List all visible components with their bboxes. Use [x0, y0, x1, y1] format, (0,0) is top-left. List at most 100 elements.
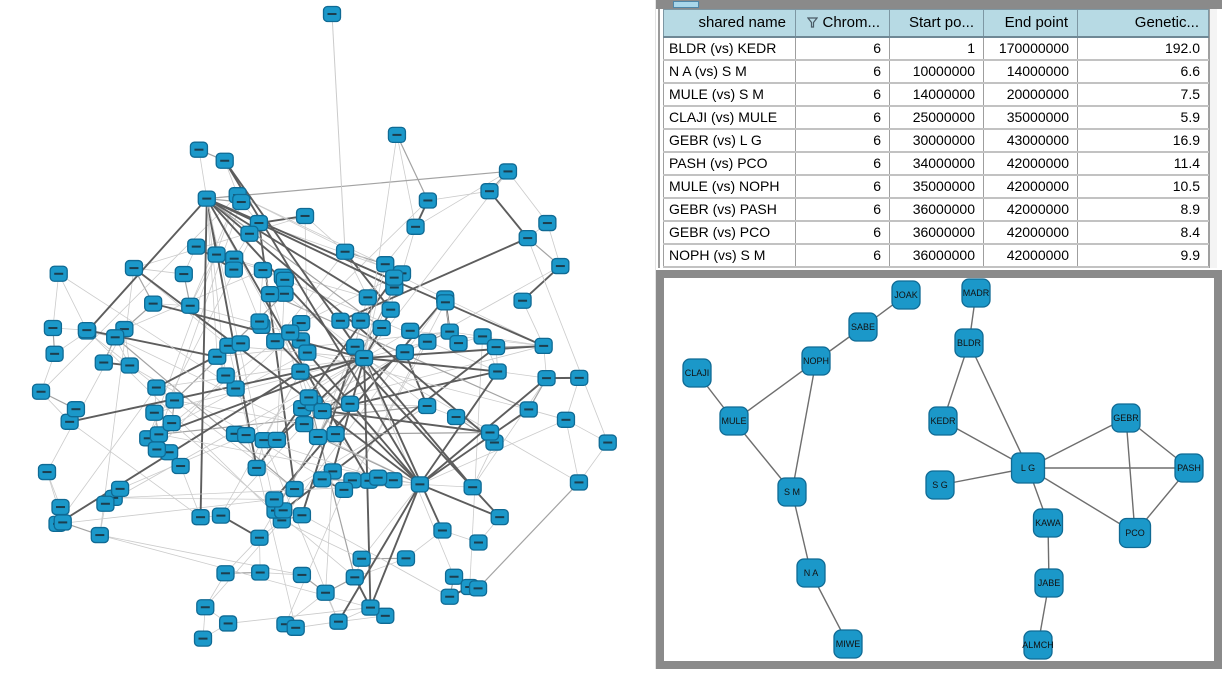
- network-node[interactable]: [292, 364, 309, 379]
- network-edge[interactable]: [428, 191, 490, 200]
- network-node[interactable]: [470, 535, 487, 550]
- network-node[interactable]: [520, 402, 537, 417]
- column-header-end-point[interactable]: End point: [984, 10, 1078, 37]
- table-cell[interactable]: 8.9: [1078, 198, 1209, 221]
- network-node[interactable]: [386, 270, 403, 285]
- network-node[interactable]: [91, 528, 108, 543]
- network-node[interactable]: [163, 416, 180, 431]
- table-cell[interactable]: 42000000: [984, 221, 1078, 244]
- network-node[interactable]: [437, 295, 454, 310]
- network-node-GEBR[interactable]: GEBR: [1112, 404, 1140, 432]
- table-cell[interactable]: 6: [796, 244, 890, 267]
- network-node[interactable]: [125, 261, 142, 276]
- table-cell[interactable]: 42000000: [984, 198, 1078, 221]
- network-node-SG[interactable]: S G: [926, 471, 954, 499]
- table-cell[interactable]: NOPH (vs) S M: [664, 244, 796, 267]
- large-network-canvas[interactable]: [0, 0, 656, 669]
- network-edge[interactable]: [336, 433, 490, 435]
- network-node[interactable]: [324, 7, 341, 22]
- network-node[interactable]: [95, 355, 112, 370]
- network-node[interactable]: [352, 313, 369, 328]
- network-node[interactable]: [252, 565, 269, 580]
- network-node[interactable]: [441, 589, 458, 604]
- network-node-CLAJI[interactable]: CLAJI: [683, 359, 711, 387]
- table-cell[interactable]: 10.5: [1078, 175, 1209, 198]
- network-node[interactable]: [172, 459, 189, 474]
- table-cell[interactable]: 35000000: [890, 175, 984, 198]
- network-node[interactable]: [310, 430, 327, 445]
- table-cell[interactable]: 8.4: [1078, 221, 1209, 244]
- table-cell[interactable]: 30000000: [890, 129, 984, 152]
- table-cell[interactable]: 20000000: [984, 83, 1078, 106]
- table-cell[interactable]: 16.9: [1078, 129, 1209, 152]
- network-node-JOAK[interactable]: JOAK: [892, 281, 920, 309]
- network-node[interactable]: [373, 321, 390, 336]
- network-node[interactable]: [330, 614, 347, 629]
- network-edge[interactable]: [207, 171, 508, 198]
- network-node[interactable]: [216, 153, 233, 168]
- network-node[interactable]: [450, 336, 467, 351]
- network-node[interactable]: [488, 340, 505, 355]
- table-cell[interactable]: MULE (vs) NOPH: [664, 175, 796, 198]
- table-cell[interactable]: GEBR (vs) L G: [664, 129, 796, 152]
- network-node[interactable]: [148, 380, 165, 395]
- network-node-ALMCH[interactable]: ALMCH: [1022, 631, 1054, 659]
- table-cell[interactable]: 192.0: [1078, 37, 1209, 60]
- network-node[interactable]: [570, 475, 587, 490]
- network-node[interactable]: [266, 492, 283, 507]
- network-node[interactable]: [54, 515, 71, 530]
- network-node[interactable]: [190, 142, 207, 157]
- network-node[interactable]: [251, 530, 268, 545]
- network-node-MULE[interactable]: MULE: [720, 407, 748, 435]
- table-cell[interactable]: 5.9: [1078, 106, 1209, 129]
- network-edge-NOPH-SM[interactable]: [792, 361, 816, 492]
- table-cell[interactable]: 6.6: [1078, 60, 1209, 83]
- network-node[interactable]: [470, 581, 487, 596]
- network-node-SABE[interactable]: SABE: [849, 313, 877, 341]
- table-cell[interactable]: 6: [796, 129, 890, 152]
- table-cell[interactable]: 11.4: [1078, 152, 1209, 175]
- table-cell[interactable]: CLAJI (vs) MULE: [664, 106, 796, 129]
- network-node[interactable]: [52, 500, 69, 515]
- network-node[interactable]: [107, 330, 124, 345]
- table-cell[interactable]: N A (vs) S M: [664, 60, 796, 83]
- network-node-SM[interactable]: S M: [778, 478, 806, 506]
- network-node[interactable]: [552, 259, 569, 274]
- network-edge-GEBR-PCO[interactable]: [1126, 418, 1135, 533]
- network-node[interactable]: [67, 402, 84, 417]
- network-node[interactable]: [327, 427, 344, 442]
- network-node[interactable]: [208, 247, 225, 262]
- network-edge[interactable]: [566, 420, 579, 483]
- network-node[interactable]: [297, 208, 314, 223]
- network-node[interactable]: [317, 585, 334, 600]
- network-node[interactable]: [188, 239, 205, 254]
- table-cell[interactable]: GEBR (vs) PASH: [664, 198, 796, 221]
- column-header-chrom[interactable]: Chrom...: [796, 10, 890, 37]
- network-node[interactable]: [276, 272, 293, 287]
- network-node[interactable]: [535, 338, 552, 353]
- network-node[interactable]: [482, 425, 499, 440]
- table-cell[interactable]: MULE (vs) S M: [664, 83, 796, 106]
- network-edge-BLDR-LG[interactable]: [969, 343, 1028, 468]
- network-edge[interactable]: [340, 238, 527, 321]
- network-edge[interactable]: [362, 484, 420, 558]
- network-node[interactable]: [286, 482, 303, 497]
- network-node[interactable]: [370, 470, 387, 485]
- network-node-NOPH[interactable]: NOPH: [802, 347, 830, 375]
- network-node[interactable]: [385, 473, 402, 488]
- network-node[interactable]: [397, 551, 414, 566]
- table-cell[interactable]: 36000000: [890, 221, 984, 244]
- network-node[interactable]: [335, 482, 352, 497]
- table-cell[interactable]: 6: [796, 106, 890, 129]
- network-node-LG[interactable]: L G: [1012, 453, 1045, 483]
- network-node[interactable]: [287, 620, 304, 635]
- network-node[interactable]: [282, 325, 299, 340]
- table-cell[interactable]: 36000000: [890, 198, 984, 221]
- network-node[interactable]: [248, 460, 265, 475]
- table-cell[interactable]: 42000000: [984, 152, 1078, 175]
- table-cell[interactable]: 6: [796, 221, 890, 244]
- network-node[interactable]: [238, 428, 255, 443]
